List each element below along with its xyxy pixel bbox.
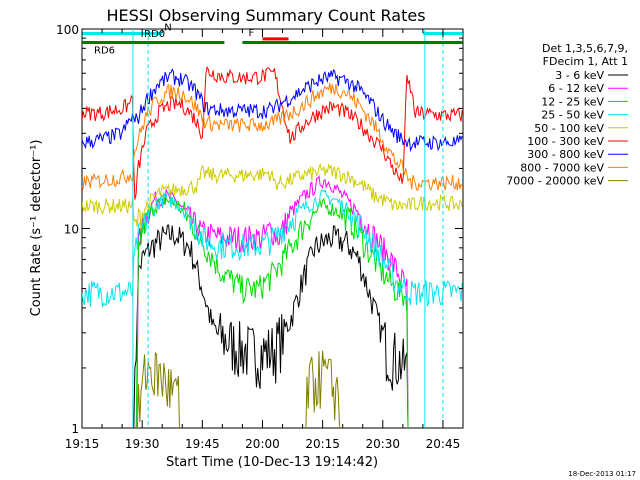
legend-entry-label: 7000 - 20000 keV <box>506 175 604 188</box>
series-line-9 <box>136 350 341 428</box>
legend-header: Det 1,3,5,6,7,9, <box>542 42 628 55</box>
plot-timestamp: 18-Dec-2013 01:17 <box>568 470 636 478</box>
flag-label-f: F <box>248 28 254 39</box>
legend-entry-label: 300 - 800 keV <box>527 148 604 161</box>
legend: Det 1,3,5,6,7,9,FDecim 1, Att 13 - 6 keV… <box>506 42 628 188</box>
flag-label-rd6: RD6 <box>94 46 115 57</box>
x-tick-label: 20:45 <box>426 437 461 451</box>
series-line-4 <box>82 189 463 308</box>
legend-entry-label: 25 - 50 keV <box>541 109 604 122</box>
legend-entry-label: 800 - 7000 keV <box>520 161 604 174</box>
x-tick-label: 19:45 <box>185 437 220 451</box>
y-tick-label: 100 <box>56 23 79 37</box>
y-axis-label: Count Rate (s⁻¹ detector⁻¹) <box>29 140 44 317</box>
series-line-7 <box>82 68 463 153</box>
x-tick-label: 19:15 <box>65 437 100 451</box>
x-tick-label: 19:30 <box>125 437 160 451</box>
series-line-1 <box>133 224 409 428</box>
instrument-flags: N RD6 RD0 F <box>82 23 463 57</box>
legend-entry-label: 100 - 300 keV <box>527 135 604 148</box>
x-tick-label: 20:00 <box>245 437 280 451</box>
legend-entry-label: 3 - 6 keV <box>555 69 604 82</box>
y-tick-label: 1 <box>71 422 79 436</box>
flag-label-rd0: RD0 <box>144 29 165 40</box>
series-line-5 <box>82 162 463 231</box>
chart-title: HESSI Observing Summary Count Rates <box>106 6 425 25</box>
legend-entry-label: 12 - 25 keV <box>541 95 604 108</box>
legend-header: FDecim 1, Att 1 <box>543 55 628 68</box>
series-line-8 <box>82 82 463 192</box>
legend-entry-label: 6 - 12 keV <box>548 82 604 95</box>
legend-entry-label: 50 - 100 keV <box>534 122 604 135</box>
y-axis-ticks: 1 10 100 <box>56 23 463 436</box>
x-axis-label: Start Time (10-Dec-13 19:14:42) <box>166 455 378 470</box>
x-tick-label: 20:15 <box>305 437 340 451</box>
x-axis-ticks: 19:15 19:30 19:45 20:00 20:15 20:30 20:45 <box>65 29 464 451</box>
series-layer <box>82 29 463 428</box>
x-tick-label: 20:30 <box>365 437 400 451</box>
series-line-6 <box>82 65 463 200</box>
flag-label-n: N <box>164 23 171 34</box>
y-tick-label: 10 <box>64 223 79 237</box>
